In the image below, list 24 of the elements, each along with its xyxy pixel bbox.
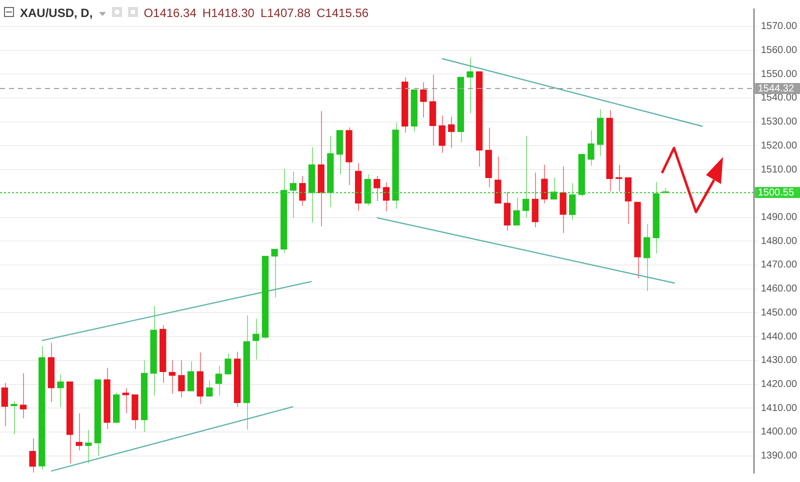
y-tick-label: 1430.00 (760, 355, 798, 366)
y-tick-label: 1550.00 (760, 68, 798, 80)
y-tick-label: 1420.00 (760, 379, 798, 390)
y-tick-label: 1530.00 (760, 116, 798, 128)
y-tick-label: 1410.00 (760, 402, 798, 414)
y-tick-label: 1510.00 (760, 164, 798, 176)
annotation: C1415.56 (316, 6, 369, 20)
y-tick-label: 1560.00 (760, 45, 798, 56)
ref-line-label: 1500.55 (758, 187, 794, 198)
y-tick-label: 1400.00 (760, 426, 798, 438)
y-tick-label: 1480.00 (760, 236, 798, 247)
y-tick-label: 1460.00 (760, 284, 798, 295)
annotation: H1418.30 (202, 6, 254, 20)
y-tick-label: 1390.00 (760, 450, 798, 462)
annotation: O1416.34 (144, 6, 196, 20)
y-tick-label: 1470.00 (760, 260, 798, 271)
y-tick-label: 1520.00 (760, 140, 798, 152)
y-tick-label: 1440.00 (760, 331, 798, 342)
y-tick-label: 1490.00 (760, 212, 798, 224)
chart-title: XAU/USD, D, (20, 6, 93, 20)
ref-line-label: 1544.32 (758, 83, 794, 94)
y-tick-label: 1450.00 (760, 307, 798, 318)
annotation: L1407.88 (260, 6, 311, 20)
y-tick-label: 1570.00 (760, 21, 798, 32)
